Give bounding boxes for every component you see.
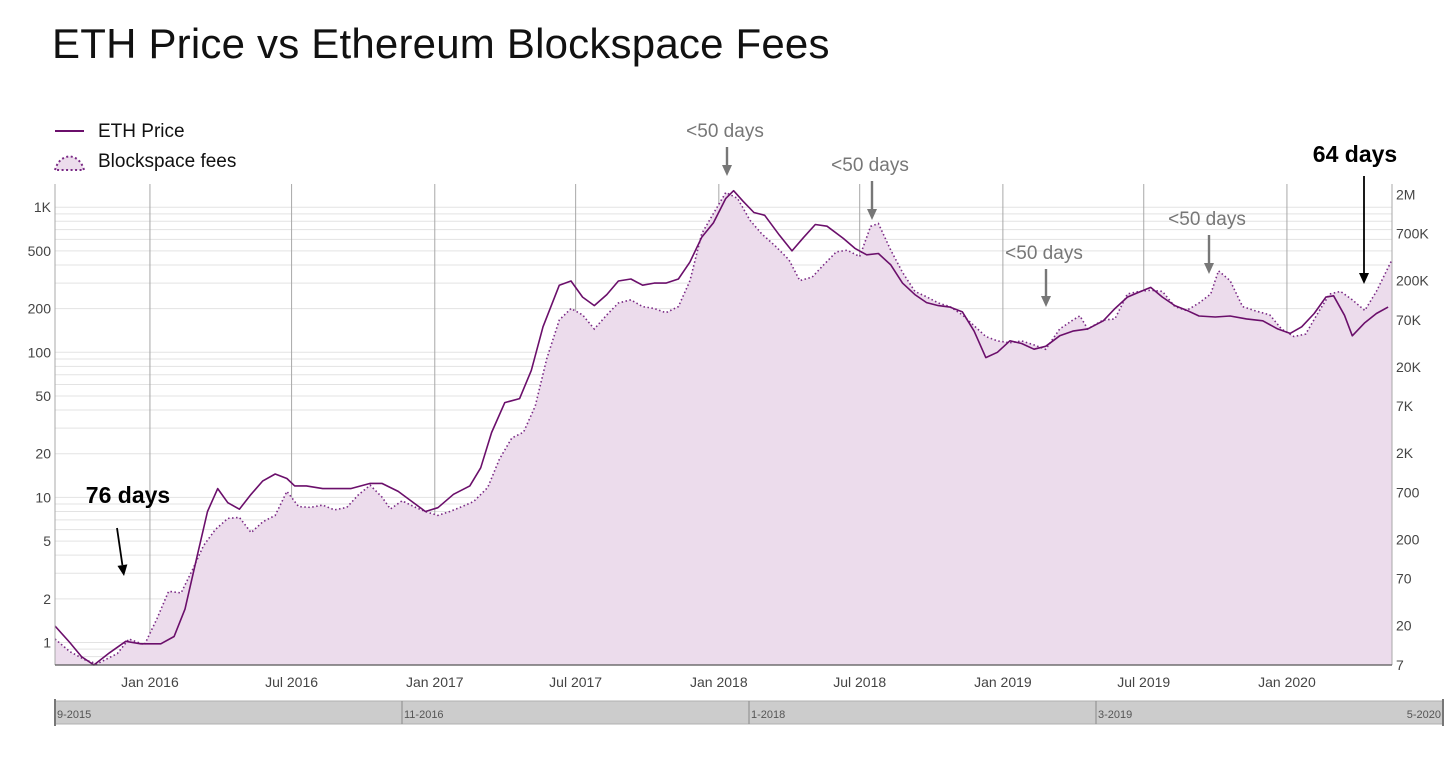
navigator-label: 5-2020 bbox=[1407, 709, 1441, 721]
price-layer bbox=[54, 189, 1389, 666]
annotation-label: 76 days bbox=[86, 482, 170, 508]
y-left-tick-label: 100 bbox=[28, 344, 52, 360]
y-right-tick-label: 200 bbox=[1396, 531, 1420, 547]
legend: ETH Price Blockspace fees bbox=[53, 121, 236, 172]
legend-fees-swatch bbox=[53, 155, 86, 171]
x-tick-label: Jan 2016 bbox=[121, 674, 179, 690]
x-tick-label: Jul 2016 bbox=[265, 674, 318, 690]
fees-line bbox=[54, 191, 1393, 665]
annotation-label: <50 days bbox=[831, 155, 909, 176]
x-tick-label: Jan 2019 bbox=[974, 674, 1032, 690]
navigator-label: 3-2019 bbox=[1098, 709, 1132, 721]
navigator-label: 1-2018 bbox=[751, 709, 785, 721]
y-right-tick-label: 200K bbox=[1396, 273, 1429, 289]
navigator-label: 11-2016 bbox=[404, 709, 444, 721]
axes: Jan 2016 Jul 2016 Jan 2017 Jul 2017 Jan 2018… bbox=[28, 184, 1429, 690]
annotation-label: <50 days bbox=[1168, 209, 1246, 230]
y-left-tick-label: 10 bbox=[35, 489, 51, 505]
price-line bbox=[54, 189, 1389, 666]
y-right-tick-label: 20K bbox=[1396, 359, 1422, 375]
legend-price-label: ETH Price bbox=[98, 121, 185, 142]
annotation-arrow-head bbox=[722, 165, 732, 176]
y-left-tick-label: 5 bbox=[43, 533, 51, 549]
x-tick-label: Jul 2019 bbox=[1117, 674, 1170, 690]
y-right-tick-label: 2M bbox=[1396, 186, 1415, 202]
annotation-arrow-head bbox=[1041, 296, 1051, 307]
range-navigator[interactable]: 9-2015 11-2016 1-2018 3-2019 5-2020 bbox=[54, 699, 1444, 726]
annotation-label: <50 days bbox=[1005, 243, 1083, 264]
x-tick-label: Jul 2018 bbox=[833, 674, 886, 690]
annotation-arrow-head bbox=[867, 209, 877, 220]
x-tick-label: Jul 2017 bbox=[549, 674, 602, 690]
annotation-label: <50 days bbox=[686, 121, 764, 142]
annotation-arrow-head bbox=[117, 564, 128, 576]
y-left-tick-label: 1 bbox=[43, 635, 51, 651]
y-right-tick-label: 20 bbox=[1396, 618, 1412, 634]
page-title: ETH Price vs Ethereum Blockspace Fees bbox=[52, 20, 830, 67]
fees-layer bbox=[54, 191, 1393, 665]
legend-fees-label: Blockspace fees bbox=[98, 151, 236, 172]
x-tick-label: Jan 2017 bbox=[406, 674, 464, 690]
y-left-tick-label: 20 bbox=[35, 446, 51, 462]
fees-area bbox=[55, 192, 1392, 665]
y-right-tick-label: 700 bbox=[1396, 484, 1420, 500]
y-right-tick-label: 2K bbox=[1396, 445, 1414, 461]
y-left-tick-label: 500 bbox=[28, 243, 52, 259]
annotation-arrow-shaft bbox=[116, 527, 124, 566]
annotation-arrow-head bbox=[1359, 273, 1369, 284]
y-left-tick-label: 200 bbox=[28, 301, 52, 317]
y-right-tick-label: 70K bbox=[1396, 312, 1422, 328]
y-right-tick-label: 70 bbox=[1396, 571, 1412, 587]
y-right-tick-label: 700K bbox=[1396, 226, 1429, 242]
y-left-tick-label: 50 bbox=[35, 388, 51, 404]
navigator-label: 9-2015 bbox=[57, 709, 91, 721]
annotation-arrow-head bbox=[1204, 263, 1214, 274]
annotation-label: 64 days bbox=[1313, 141, 1397, 167]
x-tick-label: Jan 2020 bbox=[1258, 674, 1316, 690]
y-right-tick-label: 7 bbox=[1396, 657, 1404, 673]
y-right-tick-label: 7K bbox=[1396, 398, 1414, 414]
x-tick-label: Jan 2018 bbox=[690, 674, 748, 690]
annotations: <50 days <50 days <50 days <50 days 64 days 7… bbox=[86, 121, 1397, 576]
y-left-tick-label: 2 bbox=[43, 591, 51, 607]
y-left-tick-label: 1K bbox=[34, 199, 52, 215]
